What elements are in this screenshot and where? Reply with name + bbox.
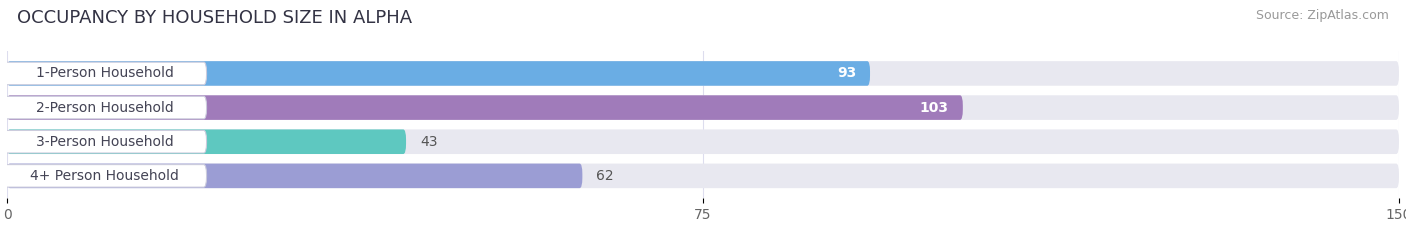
FancyBboxPatch shape xyxy=(7,130,1399,154)
FancyBboxPatch shape xyxy=(3,62,207,85)
Text: 1-Person Household: 1-Person Household xyxy=(35,66,173,80)
Text: 62: 62 xyxy=(596,169,614,183)
FancyBboxPatch shape xyxy=(3,96,207,119)
Text: 43: 43 xyxy=(420,135,437,149)
FancyBboxPatch shape xyxy=(7,164,1399,188)
Text: 3-Person Household: 3-Person Household xyxy=(35,135,173,149)
FancyBboxPatch shape xyxy=(7,61,1399,86)
FancyBboxPatch shape xyxy=(7,164,582,188)
FancyBboxPatch shape xyxy=(7,130,406,154)
FancyBboxPatch shape xyxy=(7,95,1399,120)
Text: OCCUPANCY BY HOUSEHOLD SIZE IN ALPHA: OCCUPANCY BY HOUSEHOLD SIZE IN ALPHA xyxy=(17,9,412,27)
Text: 4+ Person Household: 4+ Person Household xyxy=(30,169,179,183)
Text: 93: 93 xyxy=(837,66,856,80)
Text: 2-Person Household: 2-Person Household xyxy=(35,101,173,115)
Text: Source: ZipAtlas.com: Source: ZipAtlas.com xyxy=(1256,9,1389,22)
FancyBboxPatch shape xyxy=(3,130,207,153)
FancyBboxPatch shape xyxy=(7,95,963,120)
FancyBboxPatch shape xyxy=(7,61,870,86)
Text: 103: 103 xyxy=(920,101,949,115)
FancyBboxPatch shape xyxy=(3,164,207,187)
